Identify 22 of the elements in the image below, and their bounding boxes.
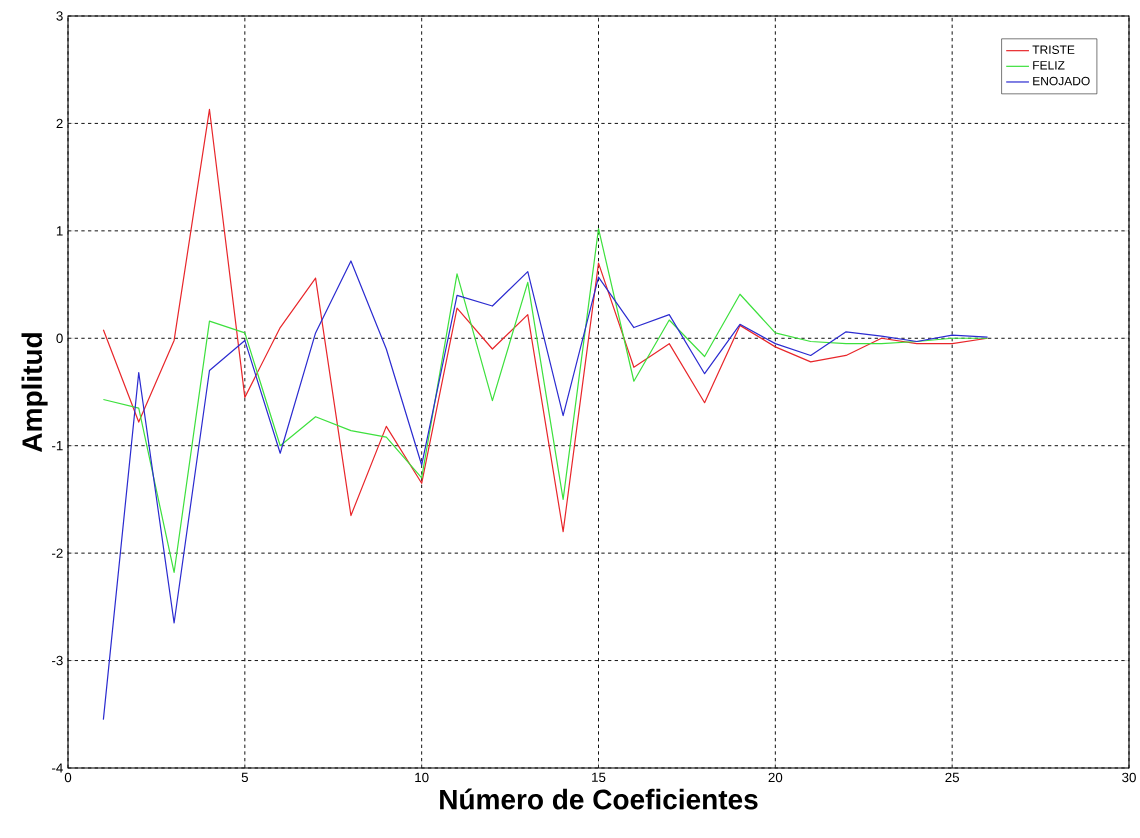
x-axis-title: Número de Coeficientes (440, 788, 758, 810)
y-tick-label: -4 (52, 763, 63, 773)
y-tick-label: -2 (52, 548, 63, 558)
y-tick-label: 3 (56, 11, 63, 21)
y-tick-label: 0 (56, 333, 63, 343)
x-tick-label: 0 (64, 772, 72, 783)
y-tick-label: 1 (56, 226, 63, 236)
x-tick-label: 10 (415, 772, 429, 783)
x-tick-label: 25 (945, 772, 960, 783)
x-tick-label: 5 (241, 772, 248, 782)
y-tick-label: 2 (56, 118, 63, 129)
x-tick-label: 30 (1122, 772, 1136, 783)
y-tick-label: -3 (52, 655, 63, 666)
x-tick-label: 20 (768, 772, 783, 783)
legend-label: ENOJADO (1033, 76, 1090, 86)
legend-label: TRISTE (1032, 45, 1075, 54)
x-tick-label: 15 (592, 772, 606, 782)
y-tick-label: -1 (52, 441, 63, 451)
y-axis-title: Amplitud (21, 333, 48, 452)
legend-label: FELIZ (1033, 61, 1065, 70)
line-series (102, 260, 989, 721)
line-series (102, 228, 989, 574)
